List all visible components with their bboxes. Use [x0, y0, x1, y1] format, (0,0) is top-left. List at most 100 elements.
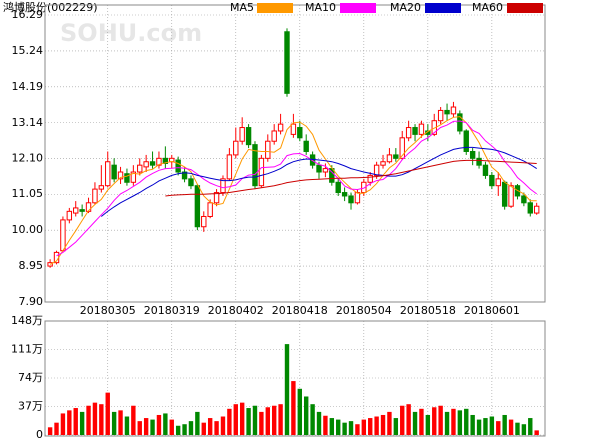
- x-tick-label: 20180518: [400, 304, 456, 317]
- candle-body: [117, 171, 124, 180]
- y-tick-label: 8.95: [19, 259, 44, 272]
- volume-bar: [534, 430, 539, 435]
- volume-bar: [252, 405, 258, 435]
- candle-body: [399, 137, 405, 159]
- volume-bar: [355, 424, 360, 435]
- volume-bar: [278, 404, 283, 435]
- legend-label: MA60: [472, 1, 503, 14]
- watermark: SOHU.com: [60, 19, 202, 47]
- volume-bar: [105, 392, 110, 435]
- volume-bar: [361, 419, 367, 435]
- candle-body: [495, 178, 501, 187]
- volume-bar: [508, 419, 514, 435]
- volume-bar: [348, 421, 354, 435]
- chart-title: 鸿博股份(002229): [3, 0, 98, 14]
- volume-bar: [220, 416, 226, 435]
- volume-bar: [502, 414, 507, 435]
- volume-bar: [246, 408, 251, 435]
- volume-bar: [118, 410, 123, 435]
- ma-line: [49, 116, 537, 265]
- candle-body: [181, 171, 188, 180]
- candle-body: [373, 164, 380, 176]
- ma-line: [100, 146, 537, 217]
- volume-bar: [163, 413, 168, 435]
- volume-bar: [207, 418, 213, 435]
- volume-bar: [457, 410, 463, 435]
- legend-swatch: [507, 3, 543, 13]
- volume-bar: [412, 411, 418, 435]
- candle-body: [284, 31, 290, 94]
- candle-body: [521, 195, 527, 204]
- volume-bar: [323, 415, 328, 435]
- volume-bar: [489, 416, 495, 435]
- volume-bar: [271, 405, 277, 435]
- volume-bar: [227, 408, 232, 435]
- y-tick-label: 16.29: [12, 8, 44, 21]
- volume-bar: [47, 427, 53, 435]
- candle-body: [143, 161, 149, 168]
- candle-body: [508, 185, 514, 207]
- volume-bar: [521, 424, 527, 435]
- candle-body: [533, 205, 540, 214]
- ma-line: [56, 120, 537, 257]
- candle-body: [361, 181, 367, 194]
- y-tick-label: 74万: [18, 371, 43, 384]
- volume-bar: [195, 411, 200, 435]
- y-tick-label: 12.10: [12, 151, 44, 164]
- x-tick-label: 20180601: [464, 304, 520, 317]
- volume-bar: [444, 411, 450, 435]
- legend-label: MA10: [305, 1, 336, 14]
- candle-body: [66, 210, 73, 221]
- candle-body: [98, 185, 105, 190]
- candle-body: [476, 157, 482, 166]
- volume-bar: [214, 421, 219, 435]
- volume-bar: [380, 414, 386, 435]
- candle-body: [457, 113, 463, 132]
- candle-body: [239, 127, 245, 142]
- candle-body: [265, 140, 271, 159]
- volume-bar: [131, 405, 136, 435]
- volume-bar: [54, 422, 59, 435]
- candle-body: [207, 202, 213, 217]
- volume-bar: [419, 408, 424, 435]
- volume-bar: [291, 381, 296, 435]
- candle-body: [322, 168, 329, 173]
- volume-bar: [451, 408, 456, 435]
- volume-bar: [188, 421, 194, 435]
- candle-body: [463, 130, 469, 152]
- y-tick-label: 10.00: [12, 223, 44, 236]
- candle-body: [412, 127, 418, 135]
- volume-bar: [470, 414, 475, 435]
- candle-body: [201, 215, 207, 228]
- volume-bar: [476, 419, 482, 435]
- candle-body: [258, 157, 265, 187]
- volume-bar: [182, 424, 187, 435]
- candle-body: [316, 164, 322, 173]
- volume-bar: [233, 404, 238, 435]
- candle-body: [469, 150, 476, 159]
- volume-bar: [175, 425, 181, 435]
- candle-body: [73, 207, 79, 214]
- candle-body: [277, 123, 284, 132]
- volume-bar: [169, 419, 174, 435]
- candle-body: [405, 127, 412, 139]
- candle-body: [60, 219, 66, 252]
- volume-bar: [73, 408, 78, 435]
- candle-body: [149, 161, 156, 166]
- candle-body: [252, 144, 258, 187]
- y-tick-label: 13.14: [12, 116, 44, 129]
- candle-body: [175, 159, 181, 173]
- legend-swatch: [425, 3, 461, 13]
- volume-bar: [336, 419, 341, 435]
- candle-body: [220, 178, 226, 194]
- candle-body: [105, 161, 111, 187]
- candle-body: [162, 157, 169, 164]
- candle-body: [226, 154, 233, 180]
- y-tick-label: 111万: [11, 343, 43, 356]
- x-tick-label: 20180402: [208, 304, 264, 317]
- legend-swatch: [257, 3, 293, 13]
- volume-bar: [86, 405, 91, 435]
- y-tick-label: 14.19: [12, 80, 44, 93]
- volume-bar: [310, 404, 315, 435]
